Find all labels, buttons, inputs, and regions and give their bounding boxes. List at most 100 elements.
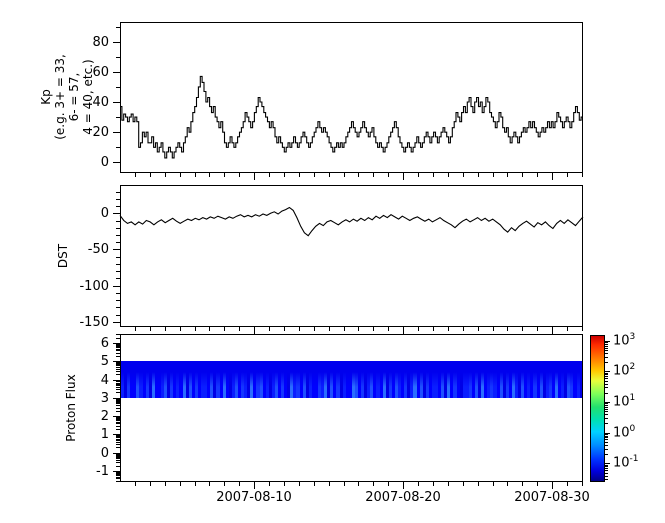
- x-major-tick: [403, 173, 404, 180]
- x-minor-tick: [463, 482, 464, 486]
- y-minor-tick: [116, 235, 120, 236]
- heatmap-column: [302, 361, 306, 398]
- heatmap-column: [121, 361, 125, 398]
- heatmap-column: [204, 361, 208, 398]
- y-tick-label: 1: [100, 427, 109, 442]
- heatmap-column: [179, 361, 183, 398]
- heatmap-column: [314, 361, 318, 398]
- y-major-tick: [113, 361, 120, 362]
- heatmap-column: [398, 361, 402, 398]
- x-minor-tick: [388, 327, 389, 331]
- heatmap-column: [416, 361, 420, 398]
- x-minor-tick: [537, 327, 538, 331]
- y-major-tick: [113, 343, 120, 344]
- x-minor-tick: [299, 327, 300, 331]
- x-minor-tick: [582, 482, 583, 486]
- x-minor-tick: [358, 482, 359, 486]
- y-minor-tick: [116, 417, 120, 418]
- colorbar-tick-label: 10-1: [613, 454, 639, 471]
- heatmap-column: [194, 361, 198, 398]
- x-minor-tick: [582, 327, 583, 331]
- heatmap-column: [277, 361, 282, 398]
- y-tick-label: -50: [87, 242, 109, 257]
- y-minor-tick: [116, 349, 120, 350]
- series-line-plot: [120, 75, 583, 159]
- heatmap-column: [234, 361, 238, 398]
- colorbar-minor-tick: [605, 414, 608, 415]
- x-major-tick: [254, 173, 255, 180]
- y-minor-tick: [116, 334, 120, 335]
- x-minor-tick: [478, 327, 479, 331]
- y-minor-tick: [116, 437, 120, 438]
- heatmap-column: [139, 361, 143, 398]
- y-minor-tick: [116, 347, 120, 348]
- colorbar-minor-tick: [605, 373, 608, 374]
- x-minor-tick: [135, 482, 136, 486]
- heatmap-column: [438, 361, 442, 398]
- y-major-tick: [113, 42, 120, 43]
- x-minor-tick: [284, 327, 285, 331]
- heatmap-column: [453, 361, 457, 398]
- y-minor-tick: [116, 362, 120, 363]
- x-minor-tick: [358, 327, 359, 331]
- colorbar-minor-tick: [605, 374, 608, 375]
- heatmap-column: [536, 361, 540, 398]
- y-minor-tick: [116, 429, 120, 430]
- heatmap-column: [173, 361, 177, 398]
- y-minor-tick: [116, 257, 120, 258]
- heatmap-column: [484, 361, 488, 398]
- heatmap-column: [330, 361, 334, 398]
- colorbar-minor-tick: [605, 418, 608, 419]
- heatmap-column: [318, 361, 322, 398]
- y-major-tick: [113, 434, 120, 435]
- x-minor-tick: [224, 327, 225, 331]
- y-minor-tick: [116, 367, 120, 368]
- y-minor-tick: [116, 405, 120, 406]
- colorbar-major-tick: [605, 341, 610, 342]
- heatmap-column: [182, 361, 186, 398]
- y-minor-tick: [116, 345, 120, 346]
- colorbar-minor-tick: [605, 442, 608, 443]
- x-minor-tick: [582, 173, 583, 177]
- colorbar-minor-tick: [605, 348, 608, 349]
- x-minor-tick: [522, 327, 523, 331]
- y-tick-label: 20: [92, 125, 109, 140]
- y-major-tick: [113, 72, 120, 73]
- x-minor-tick: [329, 482, 330, 486]
- heatmap-column: [164, 361, 168, 398]
- x-tick-label-aug30: 2007-08-30: [514, 490, 590, 505]
- heatmap-column: [133, 361, 137, 398]
- colorbar-minor-tick: [605, 357, 608, 358]
- heatmap-column: [450, 361, 454, 398]
- y-minor-tick: [116, 455, 120, 456]
- x-minor-tick: [567, 173, 568, 177]
- x-major-tick: [254, 327, 255, 334]
- heatmap-column: [348, 361, 352, 398]
- heatmap-column: [274, 361, 278, 398]
- colorbar-minor-tick: [605, 476, 608, 477]
- y-minor-tick: [116, 353, 120, 354]
- heatmap-column: [305, 361, 309, 398]
- heatmap-column: [579, 361, 582, 398]
- y-major-tick: [113, 453, 120, 454]
- x-minor-tick: [195, 327, 196, 331]
- heatmap-column: [530, 361, 534, 398]
- heatmap-column: [268, 361, 272, 398]
- y-major-tick: [113, 471, 120, 472]
- colorbar-minor-tick: [605, 405, 608, 406]
- y-minor-tick: [116, 481, 120, 482]
- heatmap-column: [502, 361, 506, 398]
- x-minor-tick: [463, 173, 464, 177]
- colorbar-minor-tick: [605, 393, 608, 394]
- heatmap-column: [370, 361, 374, 398]
- y-minor-tick: [116, 402, 120, 403]
- heatmap-column: [342, 361, 346, 398]
- heatmap-column: [471, 361, 475, 398]
- heatmap-column: [284, 361, 288, 398]
- heatmap-column: [308, 361, 312, 398]
- y-minor-tick: [116, 192, 120, 193]
- heatmap-column: [250, 361, 254, 398]
- x-minor-tick: [493, 327, 494, 331]
- x-minor-tick: [314, 482, 315, 486]
- x-minor-tick: [239, 327, 240, 331]
